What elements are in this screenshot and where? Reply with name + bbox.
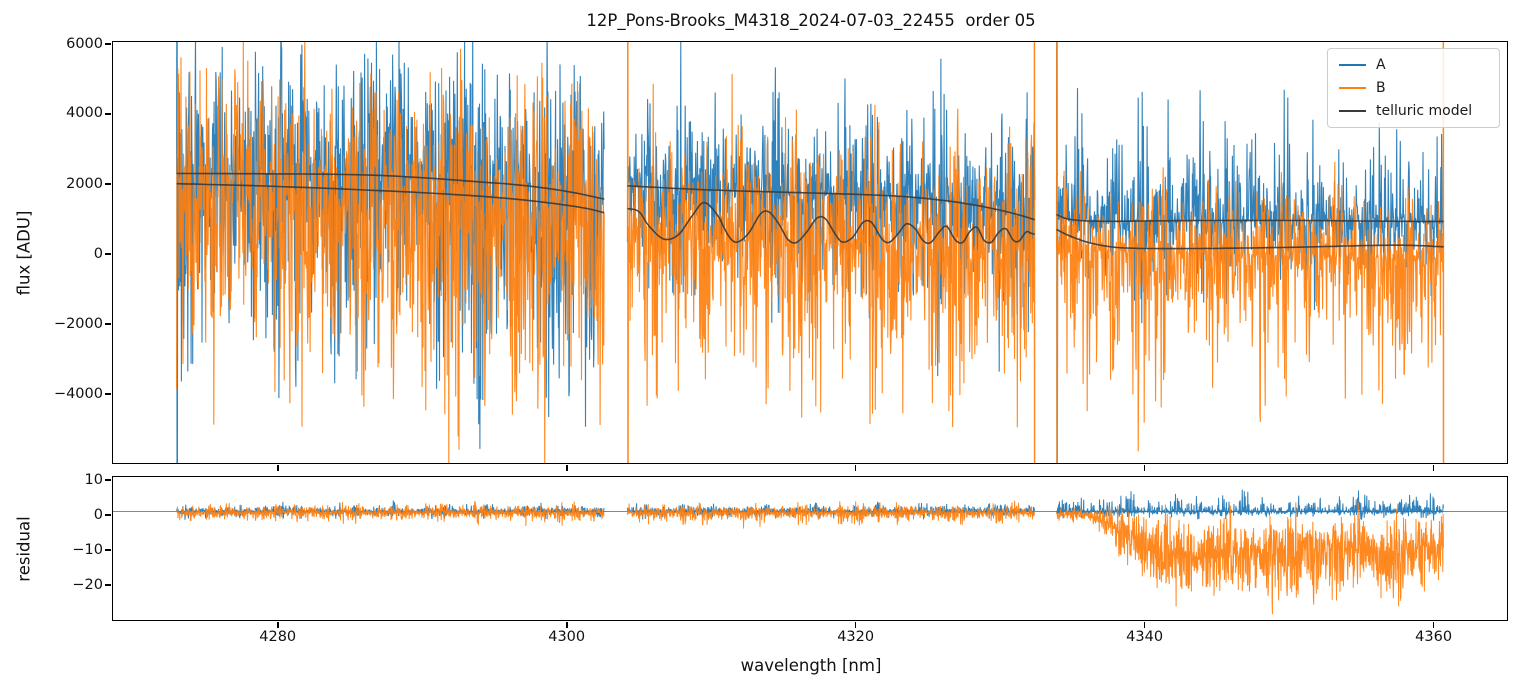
y-tick [104,584,112,586]
y-tick-label: −2000 [53,315,103,332]
residual-plot: 10 0 −10 −20 4280 4300 4320 4340 4360 [72,472,1508,645]
flux-plot: 6000 4000 2000 0 −2000 −4000 [54,36,1508,472]
legend-item-b: B [1339,80,1487,96]
legend-item-a: A [1339,57,1487,73]
y-tick [104,43,112,45]
telluric-model-line-swatch [1339,110,1366,112]
flux-axis-label: flux [ADU] [14,210,34,296]
x-tick [565,621,568,629]
telluric-model-line [627,201,1036,245]
series-b-flux-line [176,42,1445,463]
x-tick [276,621,279,629]
telluric-model-line [1056,213,1444,223]
x-tick-label: 4340 [1126,629,1164,645]
x-tick [854,464,857,472]
y-tick [104,113,112,115]
x-tick-label: 4360 [1415,629,1453,645]
series-a-residual-line [176,489,1444,521]
x-tick [1432,621,1435,629]
x-tick [565,464,568,472]
legend-label-a: A [1376,57,1386,73]
telluric-model-line [1056,228,1444,250]
telluric-model-line [176,172,605,200]
flux-plot-canvas [176,42,1445,463]
y-tick-label: 6000 [66,35,103,52]
x-tick-label: 4320 [837,629,875,645]
legend-item-telluric-model: telluric model [1339,103,1487,119]
y-tick-label: 0 [93,506,103,523]
legend: A B telluric model [1327,48,1500,128]
residual-axis-label: residual [14,516,34,582]
x-tick [276,464,279,472]
x-tick-label: 4300 [548,629,586,645]
series-b-residual-line [176,500,1444,615]
x-tick [1432,464,1435,472]
y-tick [104,323,112,325]
y-tick-label: 2000 [66,175,103,192]
legend-label-telluric-model: telluric model [1376,103,1473,119]
y-tick-label: 0 [93,245,103,262]
x-tick [1143,464,1146,472]
x-tick [854,621,857,629]
residual-plot-canvas [113,489,1507,615]
chart-title: 12P_Pons-Brooks_M4318_2024-07-03_22455 o… [586,11,1036,30]
y-tick [104,183,112,185]
x-tick [1143,621,1146,629]
wavelength-axis-label: wavelength [nm] [740,656,882,675]
series-a-line-swatch [1339,64,1366,66]
series-b-line-swatch [1339,87,1366,89]
x-tick-label: 4280 [259,629,297,645]
y-tick-label: −20 [72,576,103,593]
y-tick-label: 4000 [66,105,103,122]
y-tick [104,514,112,516]
y-tick-label: 10 [84,471,103,488]
y-tick [104,549,112,551]
y-tick [104,479,112,481]
telluric-model-line [176,182,605,214]
y-tick-label: −10 [72,541,103,558]
telluric-model-line [627,185,1036,221]
y-tick [104,253,112,255]
y-tick-label: −4000 [53,385,103,402]
legend-label-b: B [1376,80,1386,96]
y-tick [104,393,112,395]
